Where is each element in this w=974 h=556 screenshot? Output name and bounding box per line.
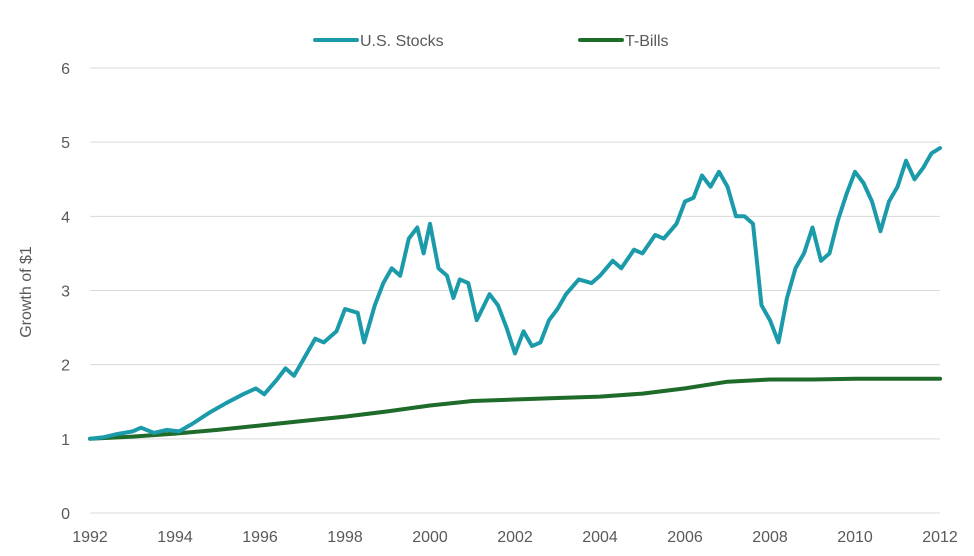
y-tick-label: 2 <box>61 358 70 375</box>
x-tick-label: 2000 <box>412 529 448 546</box>
y-axis: 0 1 2 3 4 5 6 <box>61 61 70 523</box>
x-tick-label: 2004 <box>582 529 618 546</box>
x-tick-label: 1994 <box>157 529 193 546</box>
x-axis: 1992 1994 1996 1998 2000 2002 2004 2006 2008 2010… <box>72 529 958 546</box>
y-tick-label: 5 <box>61 135 70 152</box>
x-tick-label: 2012 <box>922 529 958 546</box>
grid <box>90 67 940 514</box>
legend: U.S. Stocks T-Bills <box>313 33 669 50</box>
x-tick-label: 2002 <box>497 529 533 546</box>
x-tick-label: 1992 <box>72 529 108 546</box>
series-lines <box>88 146 942 441</box>
series-line-u-s-stocks <box>88 146 942 441</box>
y-tick-label: 0 <box>61 506 70 523</box>
y-axis-title: Growth of $1 <box>18 246 35 338</box>
x-tick-label: 1996 <box>242 529 278 546</box>
y-tick-label: 3 <box>61 284 70 301</box>
x-tick-label: 2008 <box>752 529 788 546</box>
x-tick-label: 2010 <box>837 529 873 546</box>
legend-label-t-bills: T-Bills <box>625 33 669 50</box>
x-tick-label: 2006 <box>667 529 703 546</box>
y-tick-label: 1 <box>61 432 70 449</box>
series-line-t-bills <box>88 376 942 441</box>
x-tick-label: 1998 <box>327 529 363 546</box>
y-tick-label: 4 <box>61 209 70 226</box>
legend-label-u-s-stocks: U.S. Stocks <box>360 33 444 50</box>
y-tick-label: 6 <box>61 61 70 78</box>
